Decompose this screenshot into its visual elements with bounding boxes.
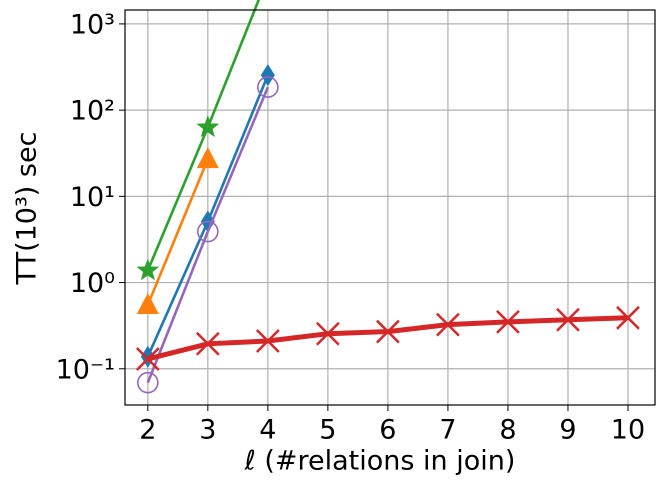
x-marker xyxy=(496,309,520,334)
circle-marker xyxy=(197,220,219,243)
x-axis-label: ℓ (#relations in join) xyxy=(244,446,516,477)
series-line xyxy=(146,86,270,384)
y-axis-label: TT(10³) sec xyxy=(12,132,43,286)
x-tick-label: 2 xyxy=(139,415,156,446)
triangle-marker xyxy=(136,292,159,314)
plot-frame xyxy=(124,9,656,406)
x-tick-label: 3 xyxy=(199,415,216,446)
x-marker xyxy=(255,329,280,353)
series-line xyxy=(146,158,210,306)
x-tick-label: 6 xyxy=(379,415,396,446)
x-tick-label: 10 xyxy=(611,415,645,446)
y-tick-label: 10⁻¹ xyxy=(56,354,115,385)
circle-marker xyxy=(137,371,159,394)
x-marker xyxy=(556,307,580,332)
x-tick-label: 4 xyxy=(259,415,276,446)
x-tick-label: 9 xyxy=(559,415,576,446)
circle-marker xyxy=(257,76,279,98)
y-tick-label: 10⁰ xyxy=(70,268,115,299)
x-tick-label: 5 xyxy=(319,415,336,446)
y-tick-label: 10² xyxy=(70,96,115,127)
x-marker xyxy=(436,312,460,337)
star-marker xyxy=(136,258,160,281)
star-marker xyxy=(196,115,220,138)
diamond-marker xyxy=(260,64,275,87)
x-marker xyxy=(315,321,340,346)
x-tick-label: 8 xyxy=(499,415,516,446)
x-marker xyxy=(376,319,400,344)
x-marker xyxy=(135,347,160,371)
x-marker xyxy=(195,331,220,356)
y-tick-label: 10¹ xyxy=(70,182,115,213)
x-marker xyxy=(616,305,640,330)
triangle-marker xyxy=(196,147,219,169)
x-tick-label: 7 xyxy=(439,415,456,446)
y-tick-label: 10³ xyxy=(70,9,115,40)
